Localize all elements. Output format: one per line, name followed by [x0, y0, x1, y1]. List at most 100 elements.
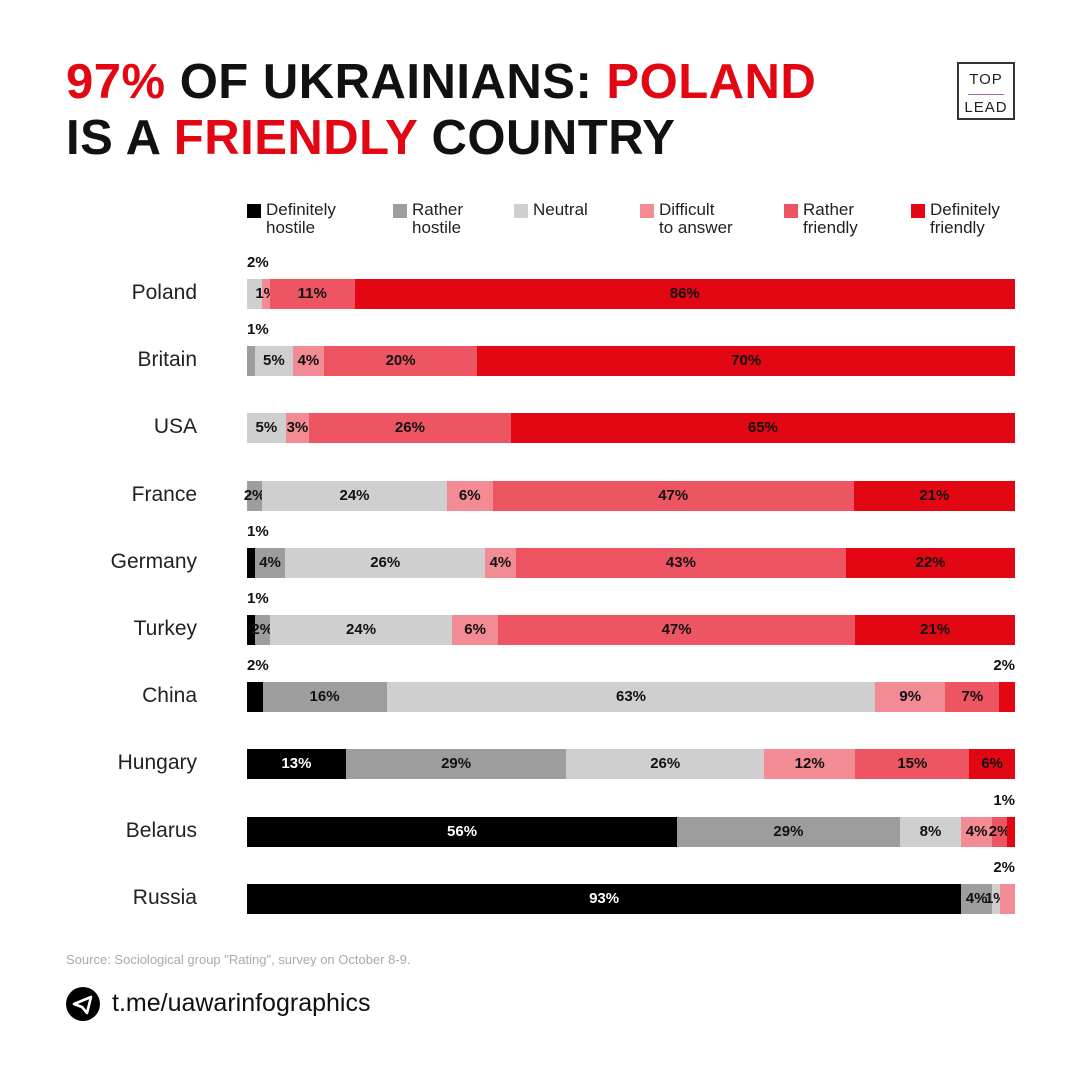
- category-label: Russia: [132, 885, 197, 909]
- title-segment: 97%: [66, 55, 166, 109]
- bar-segment: [247, 749, 346, 780]
- category-label: Britain: [137, 348, 197, 372]
- data-label: 2%: [247, 254, 269, 271]
- legend-label: hostile: [412, 218, 462, 237]
- top-lead-logo: TOP LEAD: [957, 62, 1015, 120]
- bar-segment: [247, 615, 255, 645]
- legend-swatch: [911, 204, 925, 218]
- legend-label: Neutral: [533, 200, 588, 219]
- legend-item: Rather hostile: [393, 201, 463, 237]
- data-label: 65%: [747, 419, 778, 437]
- bar-segment: [247, 816, 678, 847]
- bar-segment: [991, 816, 1008, 847]
- data-label: 5%: [263, 352, 285, 370]
- data-label: 47%: [658, 486, 689, 504]
- data-label: 3%: [286, 419, 309, 437]
- data-label: 12%: [794, 755, 825, 773]
- data-label: 1%: [247, 590, 269, 607]
- bar-row: 1% 5% 4% 20% 70%: [247, 321, 1015, 377]
- data-label: 24%: [339, 486, 370, 504]
- bar-row: 2% 1% 11% 86%: [247, 254, 1015, 309]
- data-label: 16%: [309, 688, 340, 706]
- legend-item: Rather friendly: [784, 201, 858, 237]
- data-label: 4%: [297, 352, 320, 370]
- title-segment: OF UKRAINIANS:: [165, 55, 607, 109]
- bar-segment: [961, 816, 992, 847]
- data-label: 47%: [661, 621, 692, 638]
- data-label: 29%: [441, 755, 472, 773]
- bar-segment: [309, 413, 511, 444]
- title-segment: POLAND: [606, 55, 817, 109]
- logo-top-text: TOP: [969, 71, 1003, 88]
- data-label: 13%: [281, 755, 312, 773]
- title-segment: FRIENDLY: [173, 111, 418, 165]
- legend-label: Rather: [803, 200, 855, 219]
- category-label: Turkey: [133, 617, 197, 640]
- data-label: 6%: [464, 621, 486, 638]
- bar-segment: [945, 682, 1000, 713]
- bar-row: 2% 16% 63% 9% 7% 2%: [247, 657, 1015, 713]
- data-label: 2%: [251, 621, 274, 638]
- bar-segment: [875, 682, 946, 713]
- category-label: Hungary: [117, 751, 197, 775]
- data-label: 1%: [993, 791, 1015, 809]
- legend-item: Definitely hostile: [247, 201, 336, 237]
- bar-segment: [386, 682, 876, 713]
- data-label: 2%: [247, 657, 269, 675]
- data-label: 70%: [731, 352, 762, 370]
- data-label: 7%: [961, 688, 984, 706]
- data-label: 24%: [346, 621, 377, 638]
- legend-label: Definitely: [266, 200, 336, 219]
- data-label: 2%: [988, 822, 1011, 840]
- bar-segment: [510, 413, 1015, 444]
- bar-segment: [293, 346, 324, 377]
- bar-segment: [855, 615, 1015, 645]
- data-label: 21%: [919, 486, 950, 504]
- data-label: 29%: [773, 822, 804, 840]
- telegram-link[interactable]: t.me/uawarinfographics: [112, 989, 371, 1017]
- bar-segment: [999, 883, 1015, 914]
- logo-bottom-text: LEAD: [964, 99, 1008, 116]
- category-label: China: [142, 684, 197, 708]
- bar-segment: [262, 480, 447, 511]
- bar-segment: [485, 547, 516, 578]
- bar-segment: [247, 547, 255, 578]
- bar-segment: [452, 615, 498, 645]
- legend-item: Difficult to answer: [640, 201, 733, 237]
- chart-title: 97% OF UKRAINIANS: POLAND IS A FRIENDLY …: [66, 54, 816, 166]
- data-label: 43%: [665, 553, 696, 571]
- title-segment: COUNTRY: [417, 111, 676, 165]
- category-label: USA: [153, 415, 197, 439]
- legend-label: friendly: [930, 218, 985, 237]
- bar-segment: [446, 480, 493, 511]
- data-label: 8%: [919, 822, 942, 840]
- title-line-2: IS A FRIENDLY COUNTRY: [66, 110, 816, 166]
- data-label: 4%: [965, 822, 988, 840]
- data-label: 22%: [915, 553, 946, 571]
- data-label: 63%: [615, 688, 647, 706]
- bar-segment: [492, 480, 854, 511]
- bar-segment: [254, 547, 286, 578]
- bar-segment: [254, 346, 294, 377]
- bar-segment: [961, 883, 992, 914]
- bar-segment: [855, 749, 970, 780]
- category-label: Poland: [131, 281, 197, 304]
- bar-segment: [269, 615, 453, 645]
- telegram-icon: [66, 987, 100, 1021]
- bar-segment: [247, 682, 263, 713]
- legend-label: hostile: [266, 218, 316, 237]
- bar-segment: [764, 749, 856, 780]
- bar-segment: [477, 346, 1015, 377]
- bar-row: 56% 29% 8% 4% 2% 1%: [247, 792, 1015, 847]
- data-label: 26%: [650, 755, 681, 773]
- bar-segment: [497, 615, 856, 645]
- bar-segment: [853, 480, 1015, 511]
- legend-item: Neutral: [514, 201, 588, 219]
- bar-segment: [677, 816, 900, 847]
- data-label: 15%: [897, 755, 928, 773]
- bar-segment: [991, 883, 1000, 914]
- legend-label: Definitely: [930, 200, 1000, 219]
- legend-item: Definitely friendly: [911, 201, 1000, 237]
- data-label: 6%: [981, 755, 1004, 773]
- bar-row: 2% 24% 6% 47% 21%: [244, 480, 1015, 511]
